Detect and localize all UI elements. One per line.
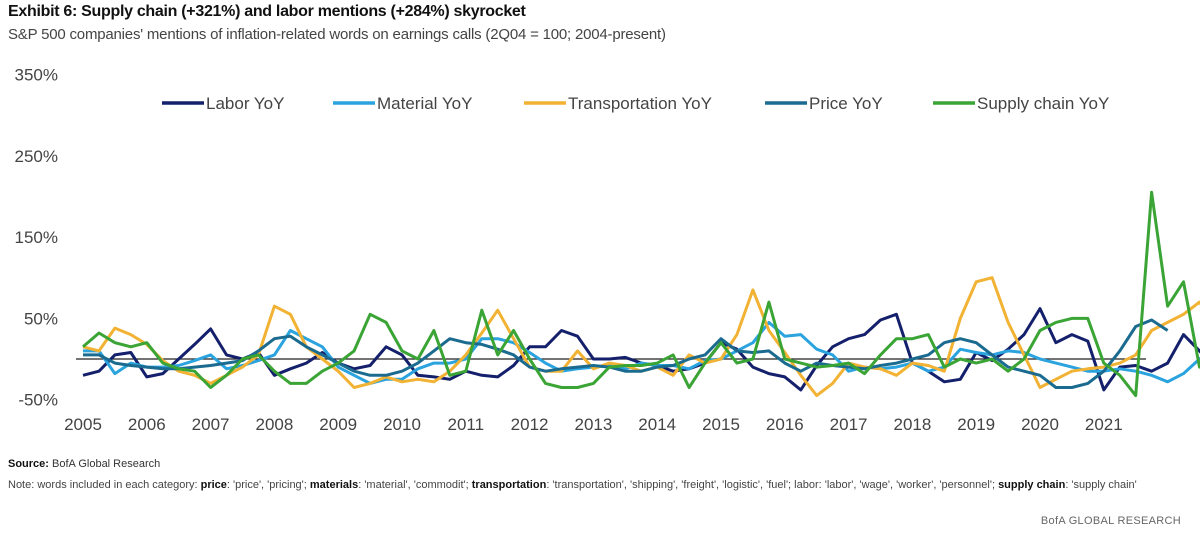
legend-label-material-yoy: Material YoY — [377, 94, 472, 113]
legend-label-transportation-yoy: Transportation YoY — [568, 94, 712, 113]
note-supply-label: supply chain — [998, 479, 1066, 491]
brand-footer: BofA GLOBAL RESEARCH — [1040, 515, 1181, 527]
legend-label-supply-chain-yoy: Supply chain YoY — [977, 94, 1109, 113]
y-tick-label: 50% — [24, 309, 58, 328]
source-text: BofA Global Research — [52, 458, 161, 470]
y-axis: -50% 50% 150% 250% 350% — [15, 65, 58, 409]
x-tick-label: 2013 — [574, 415, 612, 434]
note-prefix: Note: words included in each category: — [8, 479, 201, 491]
legend: Labor YoY Material YoY Transportation YoY P… — [162, 94, 1109, 113]
legend-label-price-yoy: Price YoY — [809, 94, 883, 113]
note: Note: words included in each category: p… — [8, 476, 1168, 495]
x-tick-label: 2012 — [511, 415, 549, 434]
note-supply-words: : 'supply chain' — [1065, 479, 1137, 491]
series-line-supply-chain-yoy — [82, 190, 1200, 398]
series-line-transportation-yoy — [82, 276, 1200, 398]
x-tick-label: 2009 — [319, 415, 357, 434]
line-chart: -50% 50% 150% 250% 350% 2005 2006 2007 2008 2009… — [15, 65, 1200, 434]
y-tick-label: 150% — [15, 228, 58, 247]
source-line: Source: BofA Global Research — [8, 458, 160, 470]
x-tick-label: 2008 — [255, 415, 293, 434]
chart-subtitle: S&P 500 companies' mentions of inflation… — [8, 26, 666, 43]
x-tick-label: 2017 — [830, 415, 868, 434]
x-tick-label: 2007 — [192, 415, 230, 434]
y-tick-label: 250% — [15, 147, 58, 166]
note-price-label: price — [200, 479, 227, 491]
x-tick-label: 2010 — [383, 415, 421, 434]
note-materials-label: materials — [309, 479, 359, 491]
x-tick-label: 2018 — [893, 415, 931, 434]
note-transport-words: : 'transportation', 'shipping', 'freight… — [546, 479, 999, 491]
chart-title: Exhibit 6: Supply chain (+321%) and labo… — [8, 3, 526, 20]
x-tick-label: 2011 — [448, 415, 485, 434]
series-line-labor-yoy — [82, 307, 1200, 392]
x-tick-label: 2006 — [128, 415, 166, 434]
x-tick-label: 2019 — [957, 415, 995, 434]
x-tick-label: 2005 — [64, 415, 102, 434]
x-tick-label: 2016 — [766, 415, 804, 434]
x-tick-label: 2014 — [638, 415, 676, 434]
x-tick-label: 2021 — [1085, 415, 1123, 434]
note-transport-label: transportation — [471, 479, 547, 491]
x-tick-label: 2015 — [702, 415, 740, 434]
note-price-words: : 'price', 'pricing'; — [226, 479, 310, 491]
note-materials-words: : 'material', 'commodit'; — [358, 479, 472, 491]
legend-label-labor-yoy: Labor YoY — [206, 94, 284, 113]
y-tick-label: -50% — [18, 391, 58, 410]
x-tick-label: 2020 — [1021, 415, 1059, 434]
x-axis: 2005 2006 2007 2008 2009 2010 2011 2012 2013 2014… — [64, 415, 1123, 434]
series-lines — [82, 190, 1200, 398]
y-tick-label: 350% — [15, 65, 58, 84]
source-label: Source: — [8, 458, 49, 470]
series-line-price-yoy — [83, 318, 1169, 389]
